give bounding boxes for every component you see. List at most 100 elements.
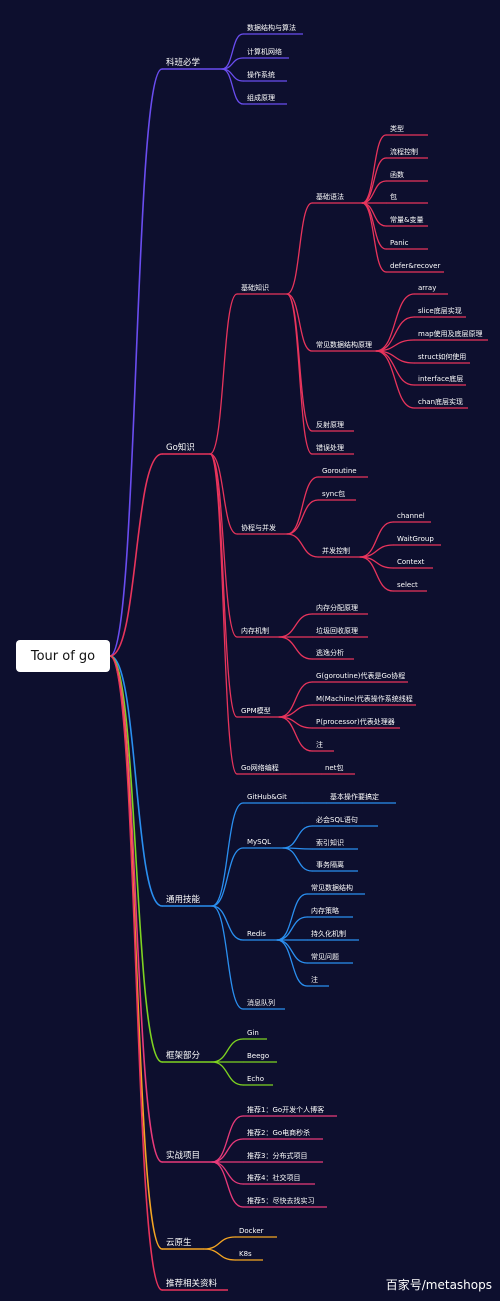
node-label[interactable]: 常见数据结构原理 [316,340,372,349]
node-label[interactable]: 科班必学 [166,57,201,68]
node-label[interactable]: MySQL [247,838,271,846]
node-label[interactable]: 推荐5：尽快去找实习 [247,1196,314,1205]
connector-line [209,453,238,775]
node-label[interactable]: 推荐3：分布式项目 [247,1151,307,1160]
node-label[interactable]: G(goroutine)代表是Go协程 [316,671,405,680]
connector-line [109,655,163,1291]
node-label[interactable]: Redis [247,930,266,938]
node-label[interactable]: 常见数据结构 [311,883,353,892]
node-label[interactable]: 通用技能 [166,894,201,905]
connector-line [286,533,319,558]
node-label[interactable]: array [418,284,436,292]
node-label[interactable]: 常量&变量 [390,215,423,224]
connector-line [278,704,313,718]
node-label[interactable]: 并发控制 [322,546,350,555]
connector-line [278,613,313,638]
connector-line [211,1061,244,1086]
node-label[interactable]: net包 [325,763,344,772]
connector-line [361,180,387,204]
node-label[interactable]: 计算机网络 [247,47,282,56]
node-label[interactable]: Gin [247,1029,259,1037]
connector-line [109,655,163,1063]
node-label[interactable]: 常见问题 [311,952,339,961]
connector-line [359,544,394,558]
node-label[interactable]: 反射原理 [316,420,344,429]
node-label[interactable]: Goroutine [322,467,357,475]
node-label[interactable]: 数据结构与算法 [247,23,296,32]
node-label[interactable]: 云原生 [166,1237,192,1248]
node-label[interactable]: 消息队列 [247,998,275,1007]
node-label[interactable]: K8s [239,1250,252,1258]
node-label[interactable]: 事务隔离 [316,860,344,869]
node-label[interactable]: interface底层 [418,374,463,383]
node-label[interactable]: chan底层实现 [418,397,463,406]
node-label[interactable]: 包 [390,192,397,201]
node-label[interactable]: Echo [247,1075,264,1083]
root-node[interactable]: Tour of go [16,640,110,672]
connector-line [211,905,244,1010]
node-label[interactable]: 注 [316,740,323,749]
watermark: 百家号/metashops [385,1278,492,1292]
node-label[interactable]: Go网络编程 [241,763,279,772]
connector-line [211,1038,244,1063]
connector-line [109,655,163,907]
node-label[interactable]: map使用及底层原理 [418,329,483,338]
node-label[interactable]: GPM模型 [241,706,271,715]
node-label[interactable]: Docker [239,1227,264,1235]
node-label[interactable]: select [397,581,418,589]
connector-line [109,453,163,657]
node-label[interactable]: 索引知识 [316,838,344,847]
node-label[interactable]: 实战项目 [166,1150,200,1161]
node-label[interactable]: GitHub&Git [247,793,287,801]
node-label[interactable]: 推荐2：Go电商秒杀 [247,1128,310,1137]
node-label[interactable]: 流程控制 [390,147,418,156]
node-label[interactable]: 垃圾回收原理 [316,626,358,635]
node-label[interactable]: 基本操作要搞定 [330,792,379,801]
node-label[interactable]: 内存机制 [241,626,269,635]
connector-line [361,202,387,227]
node-label[interactable]: 推荐4：社交项目 [247,1173,300,1182]
node-label[interactable]: Panic [390,239,409,247]
connector-line [278,636,313,660]
connector-line [286,293,313,352]
connector-line [278,681,313,718]
node-label[interactable]: 基础知识 [241,283,269,292]
node-label[interactable]: 类型 [390,124,404,133]
node-label[interactable]: channel [397,512,425,520]
node-label[interactable]: 推荐1：Go开发个人博客 [247,1105,324,1114]
connector-line [286,499,319,535]
node-label[interactable]: 框架部分 [166,1050,201,1061]
node-label[interactable]: slice底层实现 [418,306,462,315]
node-label[interactable]: defer&recover [390,262,440,270]
node-label[interactable]: Context [397,558,425,566]
node-label[interactable]: M(Machine)代表操作系统线程 [316,694,413,703]
node-label[interactable]: 基础语法 [316,192,344,201]
node-label[interactable]: 操作系统 [247,70,275,79]
connector-line [375,350,415,409]
node-label[interactable]: 持久化机制 [311,929,346,938]
node-label[interactable]: 错误处理 [316,443,344,452]
node-label[interactable]: 内存策略 [311,906,339,915]
node-label[interactable]: Go知识 [166,442,195,453]
node-label[interactable]: sync包 [322,489,345,498]
node-label[interactable]: 协程与并发 [241,523,276,532]
connector-line [211,1161,244,1185]
connector-line [375,293,415,352]
node-label[interactable]: 必会SQL语句 [316,815,358,824]
node-label[interactable]: struct如何使用 [418,352,466,361]
node-label[interactable]: Beego [247,1052,269,1060]
connector-line [209,453,238,535]
node-label[interactable]: 逃逸分析 [316,648,344,657]
node-label[interactable]: 注 [311,975,318,984]
connector-line [221,68,244,105]
connector-line [209,453,238,638]
node-label[interactable]: 函数 [390,170,404,179]
node-label[interactable]: P(processor)代表处理器 [316,717,395,726]
node-label[interactable]: 推荐相关资料 [166,1278,218,1289]
node-label[interactable]: 组成原理 [247,93,275,102]
connector-line [276,939,308,987]
node-label[interactable]: 内存分配原理 [316,603,358,612]
connector-line [282,825,313,849]
node-label[interactable]: WaitGroup [397,535,434,543]
